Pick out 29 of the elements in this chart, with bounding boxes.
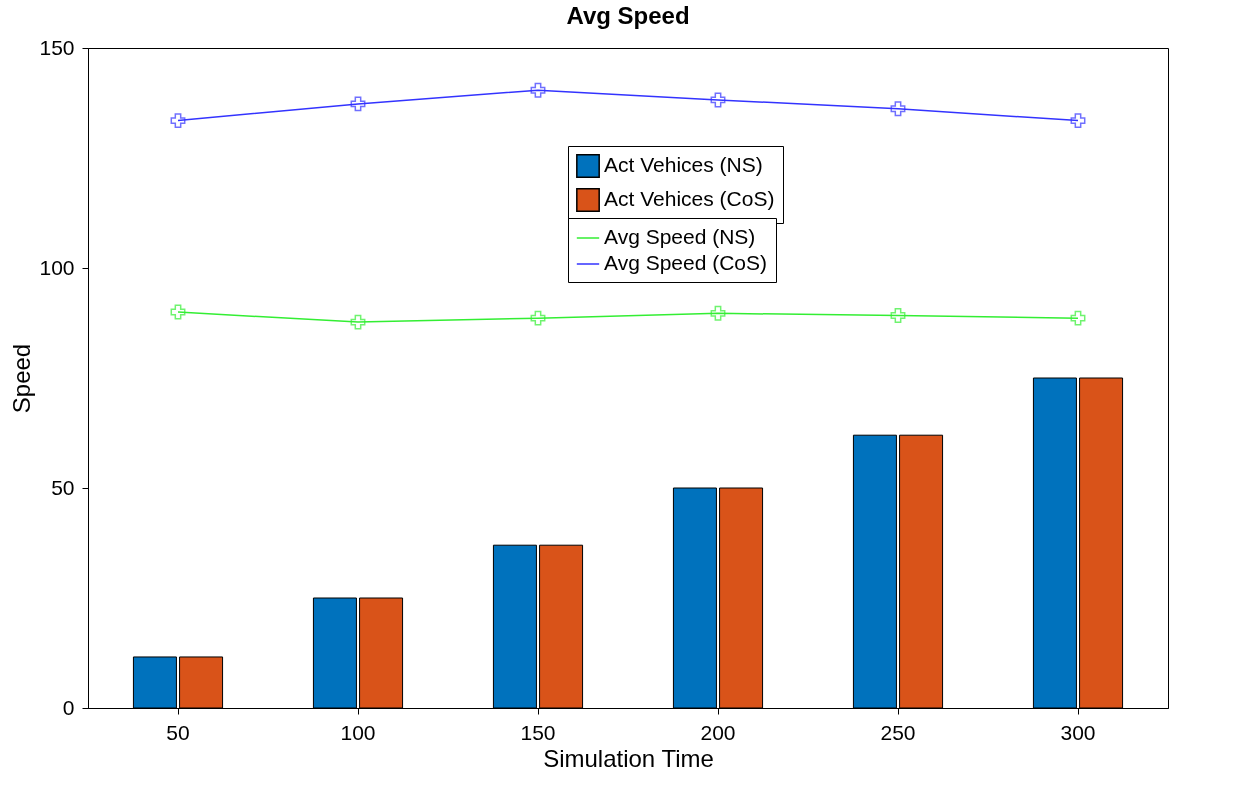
chart-title: Avg Speed (566, 2, 690, 29)
point (1070, 310, 1086, 326)
y-tick-label: 100 (39, 255, 75, 279)
x-tick-label: 50 (166, 720, 190, 744)
point (170, 113, 186, 129)
legend-label: Avg Speed (CoS) (604, 251, 768, 274)
point (350, 314, 366, 330)
x-tick-label: 150 (520, 720, 556, 744)
y-tick-label: 150 (39, 35, 75, 59)
point (170, 304, 186, 320)
y-tick-label: 50 (51, 475, 75, 499)
point (710, 305, 726, 321)
point (350, 96, 366, 112)
y-axis-title: Speed (8, 343, 36, 414)
x-tick-label: 200 (700, 720, 736, 744)
point (890, 101, 906, 117)
point (530, 82, 546, 98)
x-tick-label: 250 (880, 720, 916, 744)
x-axis-title: Simulation Time (543, 744, 714, 772)
point (1070, 113, 1086, 129)
point (710, 92, 726, 108)
x-tick-label: 100 (340, 720, 376, 744)
legend-label: Act Vehices (CoS) (604, 187, 775, 210)
point (890, 308, 906, 323)
point (530, 310, 546, 326)
legend-label: Act Vehices (NS) (604, 153, 763, 176)
x-tick-label: 300 (1060, 720, 1096, 744)
y-tick-label: 0 (62, 695, 75, 719)
legend-label: Avg Speed (NS) (604, 225, 756, 248)
